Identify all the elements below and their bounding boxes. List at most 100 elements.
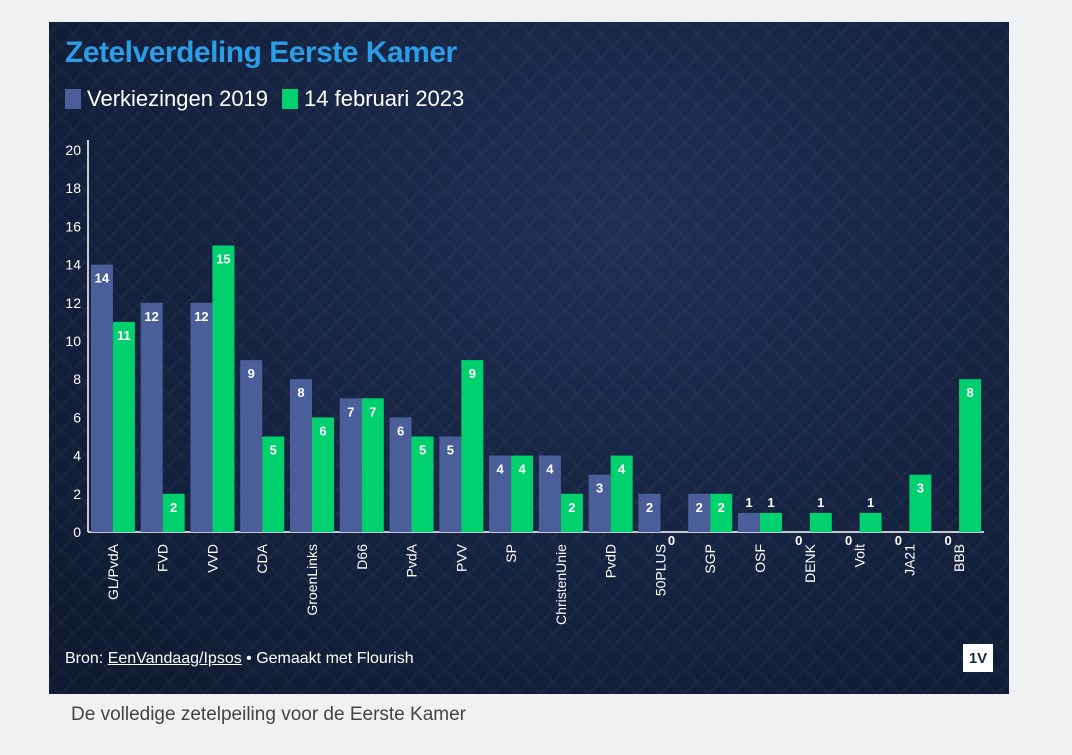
data-label-2023: 3 (917, 481, 924, 496)
bar-2023 (560, 493, 583, 532)
x-tick-label: PVV (453, 543, 469, 572)
source-link[interactable]: EenVandaag/Ipsos (107, 650, 242, 667)
data-label-2019: 0 (895, 533, 902, 548)
bar-2023 (859, 512, 882, 532)
y-tick-label: 2 (73, 486, 81, 502)
data-label-2019: 9 (248, 366, 255, 381)
data-label-2023: 5 (419, 443, 426, 458)
y-tick-label: 4 (73, 448, 81, 464)
source-suffix: • Gemaakt met Flourish (241, 650, 414, 667)
bar-2023 (361, 398, 384, 532)
chart-legend: Verkiezingen 2019 14 februari 2023 (65, 86, 478, 112)
x-tick-label: PvdA (404, 543, 420, 577)
y-tick-label: 12 (65, 295, 81, 311)
bar-2023 (212, 245, 235, 532)
x-tick-label: GL/PvdA (105, 543, 121, 600)
data-label-2023: 4 (518, 462, 526, 477)
bar-2023 (959, 379, 982, 532)
data-label-2019: 2 (696, 500, 703, 515)
data-label-2019: 6 (397, 423, 404, 438)
legend-label-2019: Verkiezingen 2019 (87, 86, 269, 111)
chart-canvas: 024681012141618201411GL/PvdA122FVD1215VV… (49, 22, 1009, 694)
x-tick-label: SGP (702, 544, 718, 574)
data-label-2019: 0 (795, 533, 802, 548)
data-label-2019: 8 (297, 385, 304, 400)
data-label-2019: 1 (745, 495, 752, 510)
x-tick-label: ChristenUnie (553, 544, 569, 625)
data-label-2023: 2 (718, 500, 725, 515)
chart-title: Zetelverdeling Eerste Kamer (65, 36, 457, 69)
data-label-2019: 12 (194, 309, 208, 324)
bar-2019 (190, 302, 213, 532)
x-tick-label: PvdD (603, 544, 619, 578)
data-label-2023: 7 (369, 404, 376, 419)
data-label-2019: 4 (546, 462, 554, 477)
bar-2023 (411, 436, 434, 532)
data-label-2019: 14 (95, 271, 110, 286)
bar-2023 (710, 493, 733, 532)
x-tick-label: SP (503, 544, 519, 563)
y-tick-label: 8 (73, 371, 81, 387)
bar-2019 (240, 360, 263, 532)
eenvandaag-logo: 1V (963, 644, 993, 672)
legend-swatch-2019 (65, 89, 81, 109)
x-tick-label: JA21 (901, 544, 917, 576)
data-label-2023: 1 (767, 495, 774, 510)
bar-2023 (461, 360, 484, 532)
chart-card: 0 2 4 6 8 10 12 14 16 18 20 14 11 GL/PvdA 12 2 FVD 12 15 VV… (49, 22, 1009, 694)
y-tick-label: 6 (73, 409, 81, 425)
bar-2023 (809, 512, 832, 532)
x-tick-label: 50PLUS (652, 544, 668, 596)
bar-2019 (339, 398, 362, 532)
x-tick-label: CDA (254, 543, 270, 573)
data-label-2023: 0 (668, 533, 675, 548)
data-label-2019: 4 (496, 462, 504, 477)
y-tick-label: 18 (65, 180, 81, 196)
bar-2019 (439, 436, 462, 532)
y-tick-label: 16 (65, 218, 81, 234)
data-label-2019: 12 (144, 309, 158, 324)
x-tick-label: DENK (802, 543, 818, 583)
y-tick-label: 10 (65, 333, 81, 349)
x-tick-label: VVD (204, 544, 220, 573)
data-label-2023: 2 (568, 500, 575, 515)
data-label-2023: 2 (170, 500, 177, 515)
bar-2019 (738, 512, 760, 532)
data-label-2023: 6 (319, 423, 326, 438)
x-tick-label: GroenLinks (304, 544, 320, 616)
y-tick-label: 20 (65, 142, 81, 158)
source-prefix: Bron: (65, 650, 108, 667)
y-tick-label: 14 (65, 257, 81, 273)
data-label-2023: 15 (216, 252, 230, 267)
bar-2023 (162, 493, 185, 532)
source-footer: Bron: EenVandaag/Ipsos • Gemaakt met Flo… (65, 650, 414, 668)
bar-2023 (312, 417, 334, 532)
data-label-2023: 1 (867, 495, 874, 510)
bar-2023 (909, 474, 932, 532)
legend-label-2023: 14 februari 2023 (304, 86, 465, 111)
data-label-2019: 2 (646, 500, 653, 515)
data-label-2019: 7 (347, 404, 354, 419)
legend-item-2023[interactable]: 14 februari 2023 (282, 86, 464, 112)
x-tick-label: BBB (951, 544, 967, 572)
bar-2019 (638, 493, 661, 532)
data-label-2023: 8 (966, 385, 973, 400)
legend-swatch-2023 (282, 89, 299, 109)
data-label-2019: 0 (845, 533, 852, 548)
data-label-2019: 3 (596, 481, 603, 496)
y-tick-label: 0 (73, 524, 81, 540)
x-tick-label: Volt (852, 544, 868, 567)
bar-2019 (538, 455, 561, 532)
bar-2019 (588, 474, 611, 532)
bar-2023 (511, 455, 534, 532)
bar-2019 (688, 493, 711, 532)
data-label-2023: 1 (817, 495, 824, 510)
x-tick-label: OSF (752, 544, 768, 573)
image-caption: De volledige zetelpeiling voor de Eerste… (71, 704, 466, 725)
data-label-2023: 4 (618, 462, 626, 477)
data-label-2023: 11 (117, 328, 131, 343)
legend-item-2019[interactable]: Verkiezingen 2019 (65, 86, 268, 112)
data-label-2023: 5 (270, 443, 277, 458)
x-tick-label: D66 (354, 544, 370, 570)
data-label-2019: 5 (447, 443, 454, 458)
